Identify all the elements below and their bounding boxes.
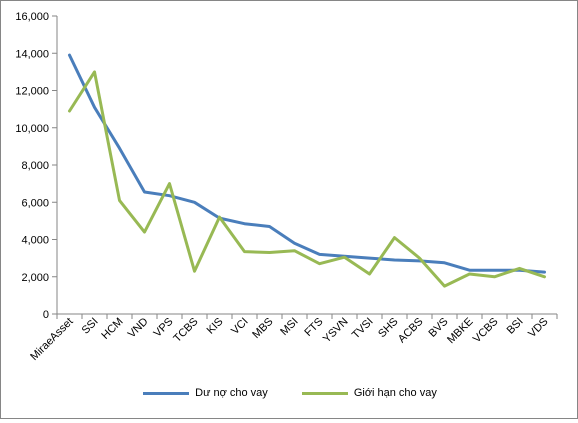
x-tick-label: VCBS: [471, 316, 501, 346]
x-tick-label: SSI: [80, 316, 101, 337]
y-tick-label: 8,000: [21, 160, 49, 172]
x-tick-label: HCM: [99, 316, 125, 342]
chart-legend: Dư nợ cho vay Giới hạn cho vay: [1, 387, 578, 399]
x-tick-label: VND: [126, 316, 151, 341]
y-tick-label: 6,000: [21, 197, 49, 209]
x-tick-label: TCBS: [171, 316, 200, 345]
x-tick-label: MBKE: [445, 316, 476, 347]
y-tick-label: 0: [43, 309, 49, 321]
legend-swatch-series-1: [143, 391, 190, 395]
x-tick-label: MiraeAsset: [28, 316, 75, 363]
x-tick-label: TVSI: [350, 316, 376, 342]
legend-swatch-series-2: [301, 391, 348, 395]
y-tick-label: 14,000: [15, 48, 49, 60]
legend-item-series-1: Dư nợ cho vay: [143, 387, 268, 399]
y-tick-label: 12,000: [15, 86, 49, 98]
x-tick-label: YSVN: [321, 316, 351, 346]
legend-label-series-1: Dư nợ cho vay: [195, 387, 268, 399]
x-tick-label: VDS: [526, 316, 550, 340]
y-tick-label: 2,000: [21, 272, 49, 284]
y-tick-label: 4,000: [21, 235, 49, 247]
y-tick-label: 10,000: [15, 123, 49, 135]
x-tick-label: BSI: [505, 316, 526, 337]
y-tick-label: 16,000: [15, 11, 49, 23]
series-line-1: [68, 53, 546, 274]
series-line-2: [68, 70, 546, 288]
x-tick-label: MBS: [250, 316, 275, 341]
x-tick-label: ACBS: [396, 316, 426, 346]
x-tick-label: KIS: [205, 316, 226, 337]
legend-label-series-2: Giới hạn cho vay: [353, 387, 437, 399]
legend-item-series-2: Giới hạn cho vay: [301, 387, 437, 399]
